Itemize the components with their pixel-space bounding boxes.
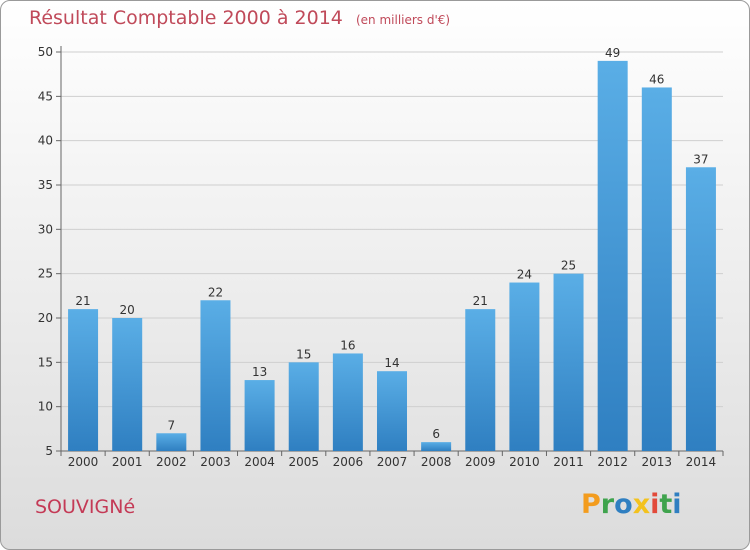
bar xyxy=(68,309,99,451)
y-tick-label: 15 xyxy=(38,355,53,369)
chart-subtitle: (en milliers d'€) xyxy=(355,13,451,27)
data-label: 13 xyxy=(252,365,267,379)
bar xyxy=(332,353,363,451)
x-tick-label: 2012 xyxy=(597,455,628,469)
y-tick-label: 35 xyxy=(38,178,53,192)
data-label: 20 xyxy=(120,303,135,317)
data-label: 14 xyxy=(384,356,399,370)
data-label: 21 xyxy=(75,294,90,308)
x-tick-label: 2008 xyxy=(421,455,452,469)
x-tick-label: 2001 xyxy=(112,455,143,469)
place-name: SOUVIGNé xyxy=(35,496,136,518)
x-tick-label: 2009 xyxy=(465,455,496,469)
proxiti-logo: Proxiti xyxy=(581,489,682,520)
bars xyxy=(68,60,716,451)
bar xyxy=(685,167,716,451)
data-label: 25 xyxy=(561,259,576,273)
labels: 2000 21 2001 20 2002 7 2003 22 2004 13 2005 15 2006 1… xyxy=(68,46,716,469)
x-tick-label: 2013 xyxy=(642,455,673,469)
x-tick-label: 2010 xyxy=(509,455,540,469)
data-label: 46 xyxy=(649,72,664,86)
data-label: 24 xyxy=(517,268,532,282)
bar xyxy=(553,273,584,451)
y-tick-label: 30 xyxy=(38,222,53,236)
x-tick-label: 2002 xyxy=(156,455,187,469)
bar xyxy=(421,442,452,451)
bar xyxy=(377,371,407,451)
bar xyxy=(112,318,143,451)
bar xyxy=(597,60,628,451)
x-tick-label: 2006 xyxy=(333,455,364,469)
x-tick-label: 2007 xyxy=(377,455,408,469)
bar xyxy=(156,433,187,451)
x-tick-label: 2011 xyxy=(553,455,584,469)
bar xyxy=(244,380,275,451)
bar xyxy=(200,300,231,451)
bar xyxy=(641,87,672,451)
x-tick-label: 2014 xyxy=(686,455,717,469)
data-label: 6 xyxy=(432,427,440,441)
y-tick-label: 45 xyxy=(38,89,53,103)
data-label: 37 xyxy=(693,152,708,166)
bar xyxy=(288,362,319,451)
y-tick-label: 5 xyxy=(45,444,53,458)
data-label: 7 xyxy=(168,418,176,432)
x-tick-label: 2003 xyxy=(200,455,231,469)
x-tick-label: 2005 xyxy=(288,455,319,469)
data-label: 16 xyxy=(340,338,355,352)
chart-title-block: Résultat Comptable 2000 à 2014 (en milli… xyxy=(29,7,450,29)
data-label: 15 xyxy=(296,347,311,361)
data-label: 22 xyxy=(208,285,223,299)
y-tick-label: 10 xyxy=(38,400,53,414)
bar xyxy=(465,309,496,451)
x-tick-label: 2004 xyxy=(244,455,275,469)
data-label: 49 xyxy=(605,46,620,60)
bar xyxy=(509,282,540,451)
y-tick-label: 25 xyxy=(38,267,53,281)
x-tick-label: 2000 xyxy=(68,455,99,469)
y-tick-label: 20 xyxy=(38,311,53,325)
y-tick-label: 50 xyxy=(38,45,53,59)
y-tick-label: 40 xyxy=(38,134,53,148)
data-label: 21 xyxy=(473,294,488,308)
chart-title: Résultat Comptable 2000 à 2014 xyxy=(29,7,343,29)
